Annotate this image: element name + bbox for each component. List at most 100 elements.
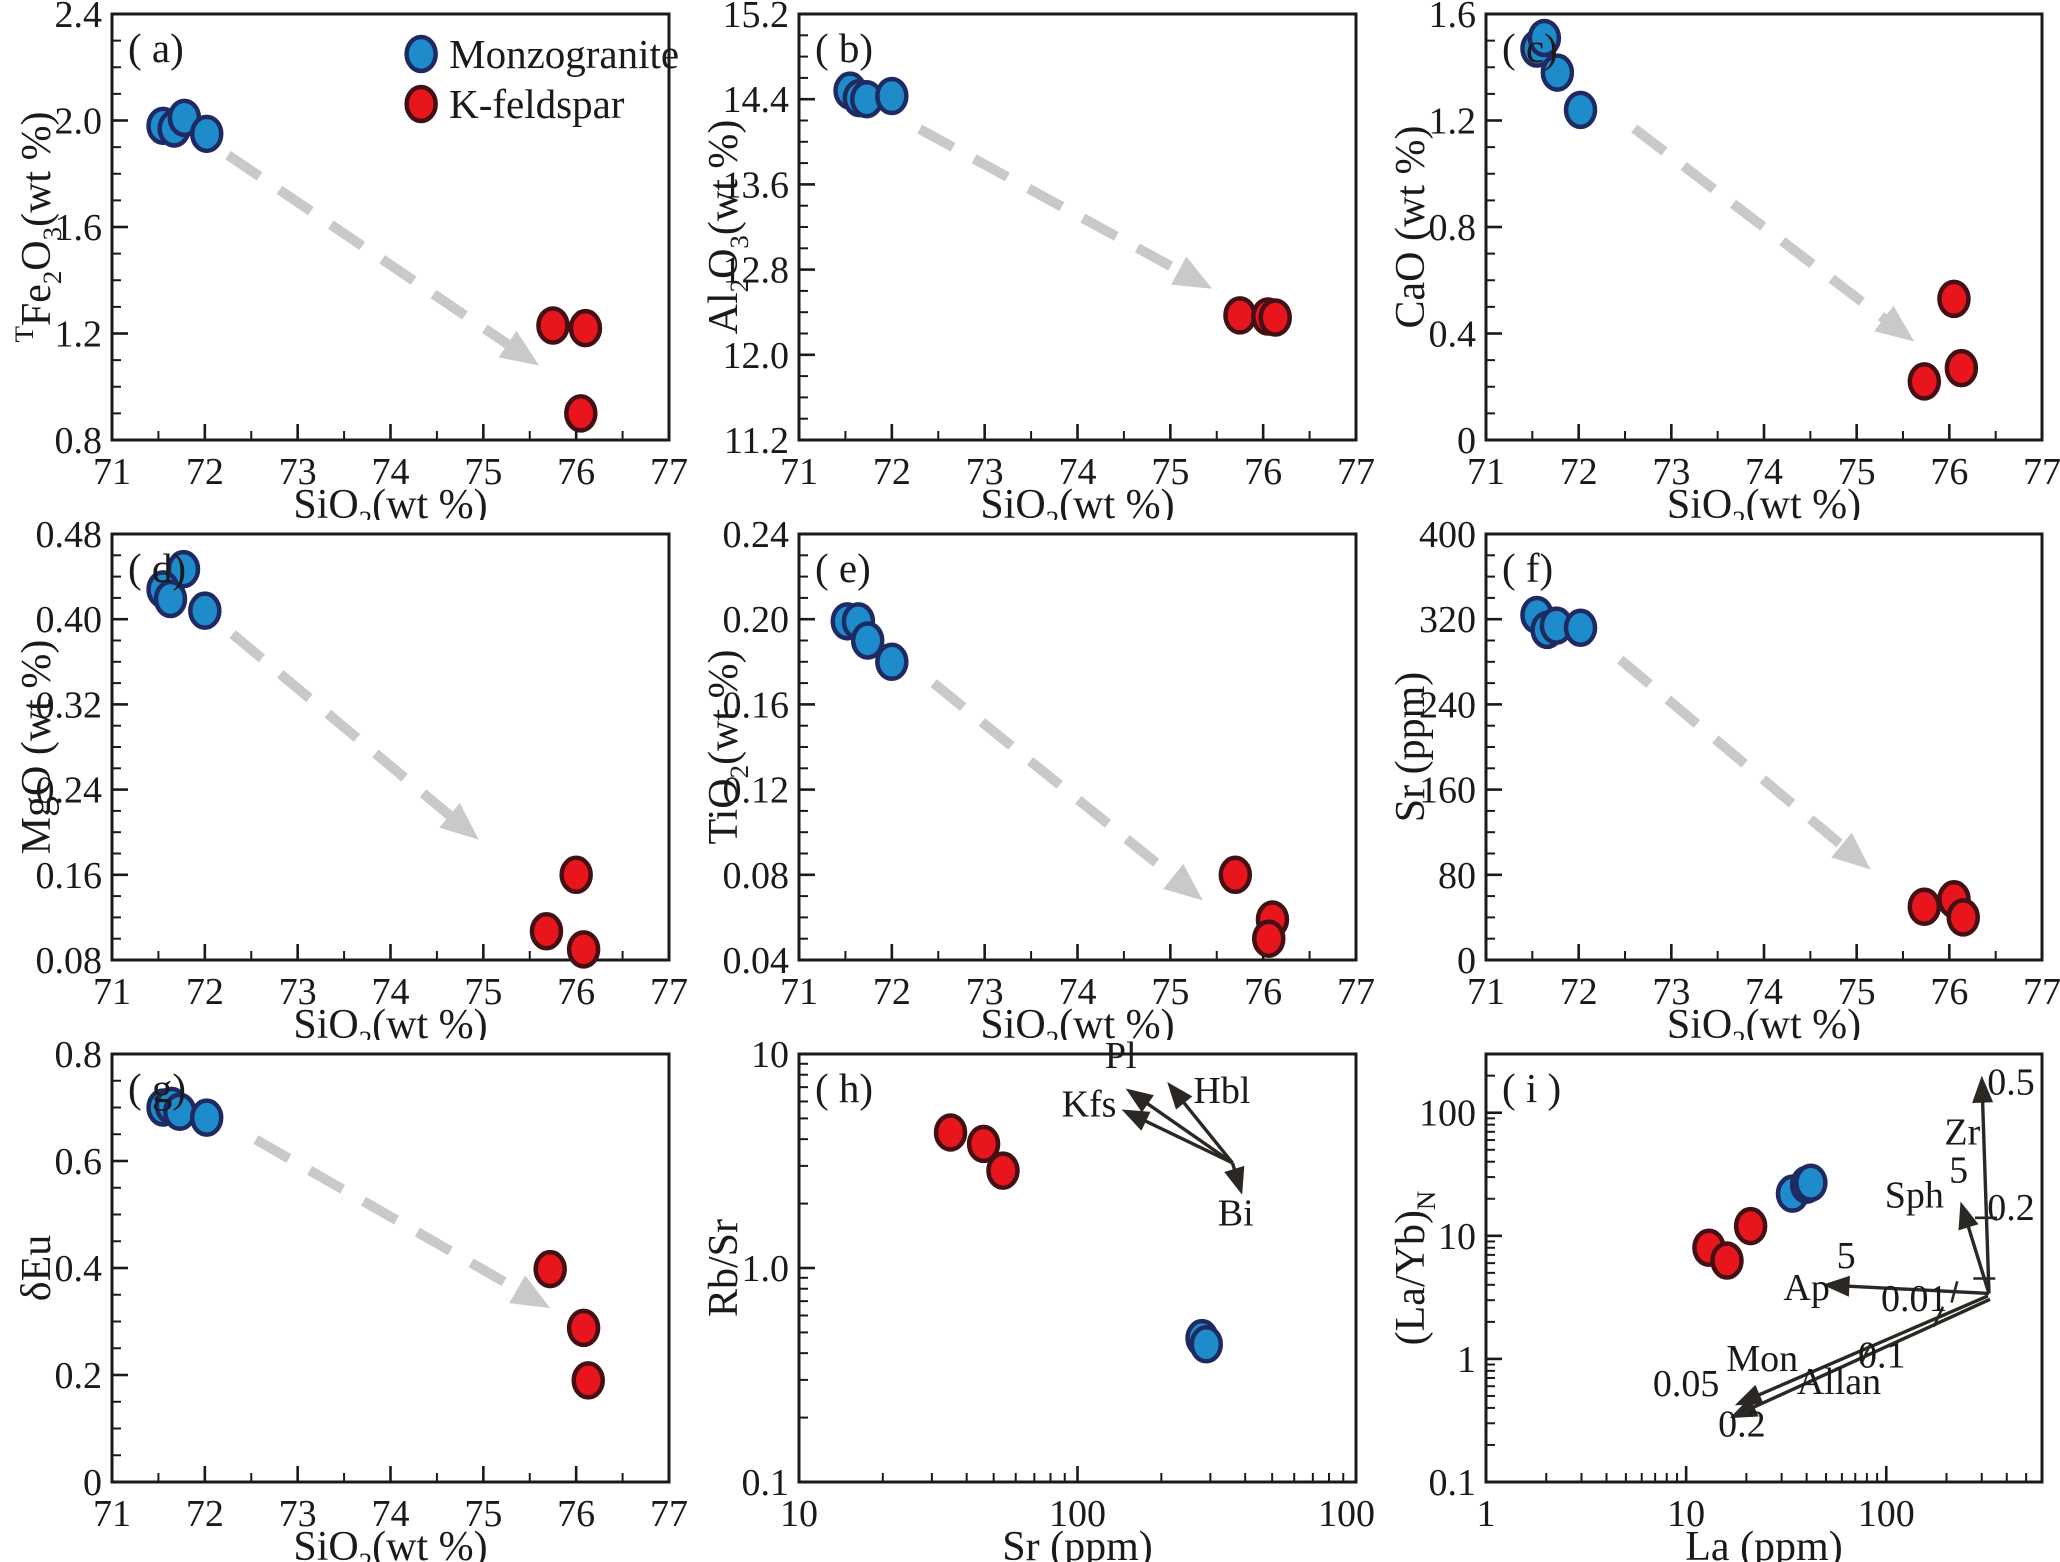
x-tick-label: 71 <box>1467 451 1505 493</box>
panel-d-cell: 71 72 73 74 75 76 77 0.08 0.16 0.24 0.32 0.40 0.48 Si… <box>0 514 688 1055</box>
data-point-kfeldspar <box>1907 362 1942 401</box>
x-tick-label: 71 <box>93 1493 131 1535</box>
y-tick-label: 0.40 <box>36 599 103 641</box>
annotation-02: 0.2 <box>1987 1187 2035 1229</box>
panel-e-cell: 71 72 73 74 75 76 77 0.04 0.08 0.12 0.16 0.20 0.24 Si… <box>687 514 1375 1055</box>
vector-fraction-tick <box>1932 1306 1945 1328</box>
y-tick-label: 100 <box>1419 1093 1476 1135</box>
y-tick-label: 0.1 <box>1429 1462 1477 1504</box>
annotation-001: 0.01 <box>1881 1278 1948 1320</box>
y-axis-label-group: Al2O3(wt %) <box>701 120 754 335</box>
x-tick-label: 73 <box>279 451 317 493</box>
plot-frame <box>797 12 1358 442</box>
y-axis-label: CaO (wt %) <box>1388 126 1434 329</box>
x-tick-label: 71 <box>1467 971 1505 1013</box>
y-tick-label: 12.8 <box>723 250 790 292</box>
y-tick-label: 160 <box>1419 770 1476 812</box>
y-tick-label: 1.2 <box>1429 101 1477 143</box>
data-point-kfeldspar <box>1710 1241 1744 1280</box>
trend-arrow-line <box>1617 655 1854 857</box>
trend-arrow-line <box>1631 124 1897 330</box>
trend-arrow-head <box>1874 305 1915 342</box>
legend-marker-monzogranite <box>404 34 438 74</box>
x-tick-label: 76 <box>1930 451 1968 493</box>
x-tick-label: 74 <box>372 451 410 493</box>
y-tick-label: 1.6 <box>55 207 103 249</box>
x-axis-label: SiO2(wt %) <box>980 482 1174 520</box>
x-tick-label: 77 <box>2023 451 2060 493</box>
data-point-kfeldspar <box>571 1361 605 1400</box>
y-tick-label: 240 <box>1419 684 1476 726</box>
x-tick-label: 71 <box>780 971 818 1013</box>
annotation-Kfs: Kfs <box>1062 1084 1117 1126</box>
x-tick-label: 76 <box>557 1493 595 1535</box>
vector-mon-head <box>1734 1384 1764 1406</box>
x-tick-label: 74 <box>1059 971 1097 1013</box>
y-axis-label-group: δEu <box>14 1235 60 1301</box>
trend-arrow-line <box>253 1135 531 1300</box>
x-tick-label: 77 <box>650 971 687 1013</box>
data-point-kfeldspar <box>1251 919 1286 958</box>
data-point-monzogranite <box>189 114 224 154</box>
x-tick-label: 73 <box>279 1493 317 1535</box>
y-axis-label-group: (La/Yb)N <box>1388 1191 1441 1346</box>
data-point-monzogranite <box>188 591 222 630</box>
panel-letter-d: ( d) <box>128 545 186 591</box>
y-tick-label: 10 <box>751 1040 789 1076</box>
panel-letter-e: ( e) <box>815 545 871 591</box>
x-tick-label: 10 <box>780 1493 818 1535</box>
annotation-005: 0.05 <box>1653 1363 1720 1405</box>
x-tick-label: 76 <box>1244 971 1282 1013</box>
x-tick-label: 73 <box>1652 451 1690 493</box>
trend-arrow-line <box>225 150 521 356</box>
x-tick-label: 74 <box>372 971 410 1013</box>
y-tick-label: 0.08 <box>36 940 103 982</box>
panel-f-chart: 71 72 73 74 75 76 77 0 80 160 240 320 400 SiO2(wt %) S… <box>1388 514 2060 1055</box>
y-axis-label: TFe2O3(wt %) <box>9 111 67 342</box>
x-tick-label: 74 <box>1745 451 1783 493</box>
x-tick-label: 76 <box>557 451 595 493</box>
y-tick-label: 0.08 <box>723 855 790 897</box>
x-tick-label: 72 <box>1560 971 1598 1013</box>
panel-g-cell: 71 72 73 74 75 76 77 0 0.2 0.4 0.6 0.8 SiO2(wt %) δEu… <box>0 1034 688 1562</box>
x-tick-label: 75 <box>1151 451 1189 493</box>
y-tick-label: 0.1 <box>742 1462 790 1504</box>
data-point-kfeldspar <box>1218 855 1253 895</box>
annotation-Ap: Ap <box>1783 1267 1829 1309</box>
x-tick-label: 71 <box>93 971 131 1013</box>
panel-b-chart: 71 72 73 74 75 76 77 11.2 12.0 12.8 13.6 14.4 15.2 Si… <box>701 0 1375 535</box>
vector-ap-head <box>1822 1275 1850 1297</box>
y-axis-label: Sr (ppm) <box>1388 672 1434 823</box>
data-point-kfeldspar <box>1944 348 1979 388</box>
data-point-kfeldspar <box>568 308 603 348</box>
data-point-kfeldspar <box>1946 898 1980 937</box>
data-point-monzogranite <box>1540 53 1575 92</box>
x-tick-label: 72 <box>186 1493 224 1535</box>
y-tick-label: 1 <box>1457 1339 1476 1381</box>
x-tick-label: 73 <box>1652 971 1690 1013</box>
y-axis-label-group: Rb/Sr <box>701 1219 747 1317</box>
y-tick-label: 80 <box>1438 855 1476 897</box>
x-tick-label: 77 <box>1337 971 1374 1013</box>
vector-sph-head <box>1958 1201 1979 1231</box>
data-point-kfeldspar <box>559 855 593 895</box>
x-tick-label: 74 <box>1059 451 1097 493</box>
data-point-monzogranite <box>1563 608 1598 647</box>
trend-arrow-head <box>509 1275 551 1309</box>
y-axis-label: Rb/Sr <box>701 1219 747 1317</box>
data-point-kfeldspar <box>1907 887 1942 926</box>
data-point-monzogranite <box>1794 1163 1828 1202</box>
vector-allan-head <box>1729 1397 1759 1419</box>
data-point-kfeldspar <box>986 1151 1020 1190</box>
vector-sph-line <box>1963 1214 1991 1294</box>
x-tick-label: 77 <box>650 451 687 493</box>
x-axis-label: SiO2(wt %) <box>980 1002 1174 1040</box>
y-tick-label: 0.6 <box>55 1141 103 1183</box>
data-point-kfeldspar <box>566 1308 601 1348</box>
x-tick-label: 100 <box>1858 1493 1915 1535</box>
panel-letter-c: ( c) <box>1502 25 1558 71</box>
y-tick-label: 14.4 <box>723 79 790 121</box>
x-tick-label: 75 <box>464 971 502 1013</box>
data-point-kfeldspar <box>566 930 601 969</box>
